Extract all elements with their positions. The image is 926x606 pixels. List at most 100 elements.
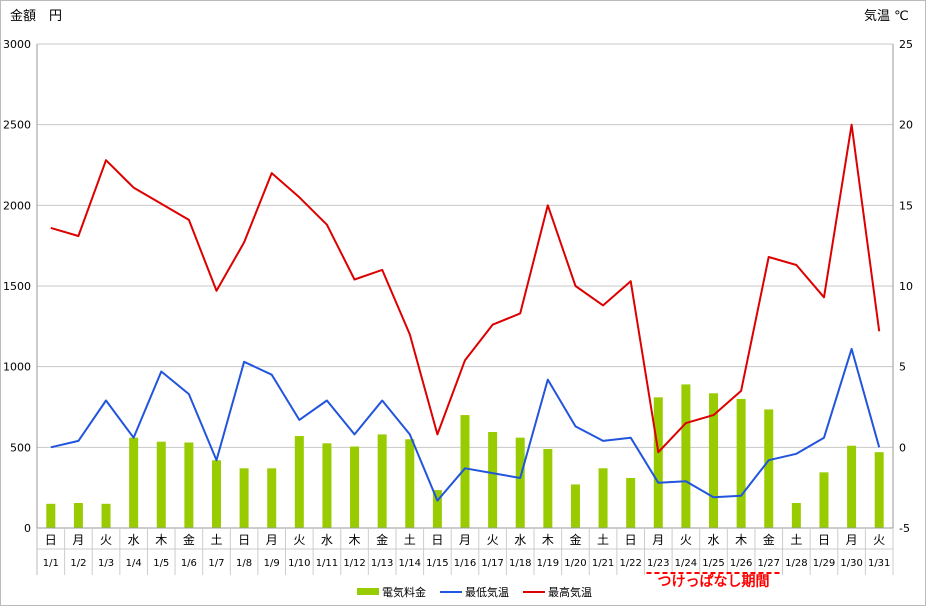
y-right-axis-title: 気温 ℃ (864, 8, 909, 24)
bar-1/12 (350, 446, 360, 528)
x-tick-weekday: 火 (873, 533, 885, 547)
bar-1/2 (73, 502, 83, 528)
bar-1/21 (598, 468, 608, 528)
x-tick-date: 1/27 (758, 558, 780, 569)
bar-1/22 (626, 477, 636, 528)
bar-series (46, 384, 884, 528)
bar-1/8 (239, 468, 249, 528)
x-tick-weekday: 木 (349, 533, 361, 547)
x-tick-weekday: 火 (293, 533, 305, 547)
bar-1/19 (543, 448, 553, 528)
x-tick-weekday: 日 (45, 533, 57, 547)
x-tick-weekday: 水 (128, 533, 140, 547)
x-tick-weekday: 水 (514, 533, 526, 547)
bar-1/24 (681, 384, 691, 528)
x-tick-weekday: 日 (625, 533, 637, 547)
y-left-tick-label: 3000 (3, 38, 31, 51)
x-tick-date: 1/12 (343, 558, 365, 569)
x-tick-weekday: 月 (72, 533, 84, 547)
bar-1/7 (211, 460, 221, 528)
x-tick-date: 1/2 (70, 558, 86, 569)
x-tick-date: 1/8 (236, 558, 252, 569)
x-tick-weekday: 水 (321, 533, 333, 547)
x-tick-date: 1/19 (537, 558, 559, 569)
x-tick-date: 1/6 (181, 558, 197, 569)
y-left-tick-label: 1500 (3, 280, 31, 293)
x-tick-date: 1/15 (426, 558, 448, 569)
x-tick-date: 1/24 (675, 558, 697, 569)
x-tick-weekday: 木 (542, 533, 554, 547)
x-tick-weekday: 木 (735, 533, 747, 547)
legend-swatch-bar (357, 588, 379, 595)
x-tick-weekday: 土 (790, 533, 802, 547)
legend-label: 最低気温 (465, 585, 509, 599)
y-right-tick-label: 20 (899, 119, 913, 132)
bar-1/13 (377, 434, 387, 528)
x-tick-date: 1/3 (98, 558, 114, 569)
y-left-axis-title: 金額 円 (10, 8, 62, 24)
x-tick-weekday: 土 (597, 533, 609, 547)
bar-1/15 (432, 490, 442, 528)
annotation: つけっぱなし期間 (646, 572, 781, 590)
x-tick-weekday: 金 (763, 532, 775, 547)
bar-1/6 (184, 442, 194, 528)
bar-1/4 (129, 437, 139, 528)
y-left-tick-label: 2000 (3, 199, 31, 212)
y-right-tick-label: 10 (899, 280, 913, 293)
x-tick-date: 1/28 (785, 558, 807, 569)
x-tick-weekday: 日 (431, 533, 443, 547)
x-tick-weekday: 金 (376, 532, 388, 547)
tick-labels: 0 500 1000 1500 2000 2500 3000 -5 0 5 10 15 20 25 日 月 火 水… (3, 38, 913, 569)
x-tick-weekday: 火 (100, 533, 112, 547)
x-tick-weekday: 月 (652, 533, 664, 547)
line-最低気温 (50, 347, 881, 502)
x-tick-date: 1/13 (371, 558, 393, 569)
bar-1/28 (791, 502, 801, 528)
x-tick-date: 1/26 (730, 558, 752, 569)
x-tick-date: 1/10 (288, 558, 310, 569)
bar-1/11 (322, 443, 332, 528)
bar-1/16 (460, 415, 470, 528)
bar-1/3 (101, 503, 111, 528)
bar-1/14 (405, 439, 415, 528)
x-tick-weekday: 土 (404, 533, 416, 547)
bar-1/29 (819, 472, 829, 528)
y-right-tick-label: 5 (899, 361, 906, 374)
y-right-tick-label: 0 (899, 441, 906, 454)
line-最高気温 (50, 123, 881, 454)
legend-label: 最高気温 (548, 585, 592, 599)
legend-label: 電気料金 (382, 585, 426, 599)
axes (36, 44, 894, 575)
y-right-tick-label: 25 (899, 38, 913, 51)
bar-1/10 (294, 436, 304, 528)
bar-1/5 (156, 441, 166, 528)
bar-1/27 (764, 409, 774, 528)
bar-1/30 (847, 445, 857, 528)
bar-1/1 (46, 503, 56, 528)
x-tick-weekday: 月 (459, 533, 471, 547)
x-tick-date: 1/14 (399, 558, 421, 569)
x-tick-date: 1/11 (316, 558, 338, 569)
x-tick-weekday: 水 (708, 533, 720, 547)
x-tick-weekday: 火 (680, 533, 692, 547)
x-tick-date: 1/30 (840, 558, 862, 569)
y-left-tick-label: 2500 (3, 119, 31, 132)
legend: 電気料金 最低気温 最高気温 (357, 585, 592, 599)
x-tick-date: 1/18 (509, 558, 531, 569)
x-tick-weekday: 月 (266, 533, 278, 547)
x-tick-date: 1/4 (126, 558, 142, 569)
bar-1/26 (736, 398, 746, 528)
x-tick-weekday: 金 (569, 532, 581, 547)
x-tick-weekday: 木 (155, 533, 167, 547)
x-tick-date: 1/22 (619, 558, 641, 569)
x-tick-date: 1/7 (208, 558, 224, 569)
bar-1/9 (267, 468, 277, 528)
x-tick-date: 1/29 (813, 558, 835, 569)
y-left-tick-label: 0 (24, 522, 31, 535)
line-series (50, 123, 881, 502)
bar-1/23 (653, 397, 663, 528)
bar-1/20 (570, 484, 580, 528)
bar-1/17 (488, 432, 498, 528)
x-tick-weekday: 月 (846, 533, 858, 547)
